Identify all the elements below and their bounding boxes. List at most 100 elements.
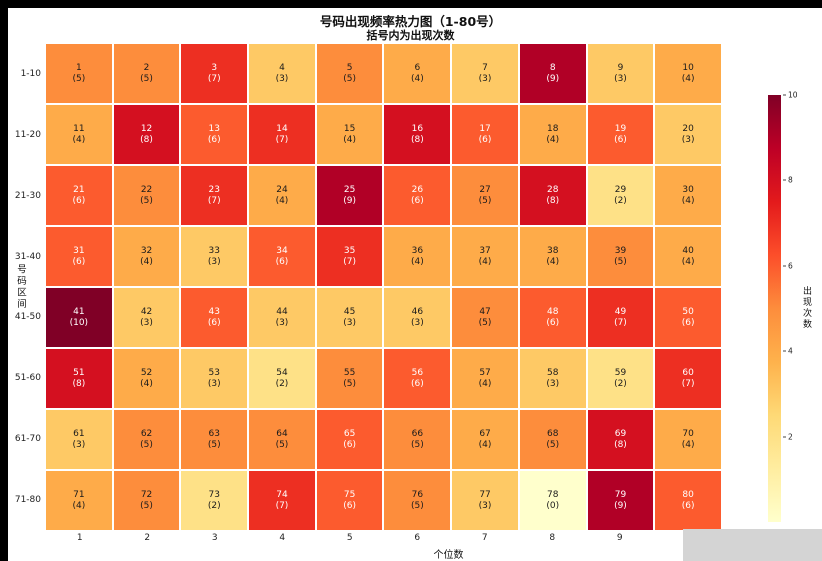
cell-number: 44 [276, 306, 288, 317]
cell-number: 35 [343, 245, 356, 256]
cell-number: 64 [276, 428, 288, 439]
cell-number: 16 [411, 123, 424, 134]
cell-count: (7) [275, 500, 289, 511]
x-tick-label: 7 [481, 533, 488, 543]
cell-number: 66 [411, 428, 424, 439]
cell-count: (3) [343, 317, 357, 328]
cell-number: 27 [479, 184, 491, 195]
heatmap-cell: 21 (6) [46, 166, 112, 225]
heatmap-cell: 2 (5) [113, 44, 180, 103]
cell-count: (8) [546, 195, 560, 206]
y-tick-label: 11-20 [14, 130, 41, 141]
cell-count: (6) [614, 134, 627, 145]
cell-number: 77 [479, 489, 491, 500]
heatmap-cell: 53 (3) [181, 349, 248, 408]
heatmap-cell: 7 (3) [452, 44, 518, 103]
cell-number: 45 [343, 306, 356, 317]
cell-count: (3) [275, 73, 289, 84]
cell-number: 8 [549, 62, 556, 73]
cell-number: 54 [276, 367, 288, 378]
heatmap-cell: 43 (6) [181, 288, 248, 347]
cell-number: 3 [211, 62, 218, 73]
cell-count: (4) [681, 73, 695, 84]
cell-number: 43 [208, 306, 220, 317]
cell-count: (4) [478, 256, 492, 267]
cell-count: (4) [72, 500, 86, 511]
y-tick-label: 71-80 [14, 494, 41, 505]
cell-count: (5) [410, 439, 424, 450]
cell-number: 1 [75, 62, 82, 73]
colorbar-tick-mark [783, 436, 786, 438]
colorbar-tick: 4 [783, 347, 793, 356]
heatmap-cell: 49 (7) [587, 288, 654, 347]
heatmap-cell: 14 (7) [249, 105, 315, 164]
cell-number: 37 [479, 245, 491, 256]
x-tick-label: 3 [211, 533, 218, 543]
cell-count: (8) [72, 378, 86, 389]
colorbar-tick-label: 8 [788, 175, 793, 185]
heatmap-cell: 32 (4) [113, 227, 180, 286]
cell-count: (6) [681, 317, 695, 328]
cell-count: (6) [72, 195, 86, 206]
cell-count: (6) [207, 317, 221, 328]
cell-count: (5) [546, 439, 560, 450]
x-tick-label: 2 [144, 533, 151, 543]
heatmap-cell: 45 (3) [316, 288, 383, 347]
x-axis-label: 个位数 [433, 550, 464, 561]
cell-number: 5 [346, 62, 353, 73]
cell-count: (4) [681, 195, 695, 206]
heatmap-cell: 22 (5) [113, 166, 180, 225]
cell-count: (8) [410, 134, 424, 145]
cell-number: 52 [140, 367, 153, 378]
cell-number: 67 [479, 428, 491, 439]
cell-number: 69 [614, 428, 627, 439]
cell-count: (5) [140, 195, 153, 206]
cell-count: (4) [343, 134, 357, 145]
cell-count: (6) [546, 317, 560, 328]
cell-count: (2) [207, 500, 221, 511]
cell-number: 51 [73, 367, 85, 378]
heatmap-cell: 38 (4) [519, 227, 586, 286]
cell-count: (5) [343, 73, 357, 84]
heatmap-cell: 20 (3) [655, 105, 721, 164]
heatmap-cell: 37 (4) [452, 227, 518, 286]
heatmap-cell: 31 (6) [46, 227, 112, 286]
cell-count: (9) [343, 195, 357, 206]
cell-count: (3) [478, 73, 492, 84]
cell-number: 25 [343, 184, 356, 195]
cell-count: (5) [140, 500, 153, 511]
y-tick-label: 21-30 [14, 190, 41, 201]
colorbar-tick: 8 [783, 176, 793, 185]
cell-number: 50 [682, 306, 694, 317]
cell-count: (10) [69, 317, 89, 328]
cell-count: (6) [343, 500, 357, 511]
cell-count: (3) [275, 317, 289, 328]
cell-number: 58 [547, 367, 559, 378]
x-tick-label: 4 [279, 533, 286, 543]
heatmap-cell: 34 (6) [249, 227, 315, 286]
colorbar-tick-mark [783, 265, 786, 267]
cell-number: 22 [140, 184, 153, 195]
cell-count: (8) [140, 134, 153, 145]
cell-count: (4) [72, 134, 86, 145]
cell-number: 79 [614, 489, 627, 500]
heatmap-cell: 15 (4) [316, 105, 383, 164]
cell-number: 7 [482, 62, 488, 73]
cell-number: 28 [547, 184, 559, 195]
cell-count: (6) [410, 378, 424, 389]
cell-count: (8) [614, 439, 627, 450]
cell-number: 53 [208, 367, 220, 378]
heatmap-cell: 51 (8) [46, 349, 112, 408]
cell-count: (4) [478, 378, 492, 389]
heatmap-cell: 18 (4) [519, 105, 586, 164]
cell-count: (3) [207, 256, 221, 267]
cell-count: (6) [72, 256, 86, 267]
heatmap-cell: 42 (3) [113, 288, 180, 347]
cell-count: (4) [546, 256, 560, 267]
cell-count: (4) [410, 256, 424, 267]
heatmap-cell: 47 (5) [452, 288, 518, 347]
cell-number: 71 [73, 489, 85, 500]
heatmap-cell: 10 (4) [655, 44, 721, 103]
cell-number: 59 [614, 367, 627, 378]
cell-count: (2) [614, 378, 627, 389]
